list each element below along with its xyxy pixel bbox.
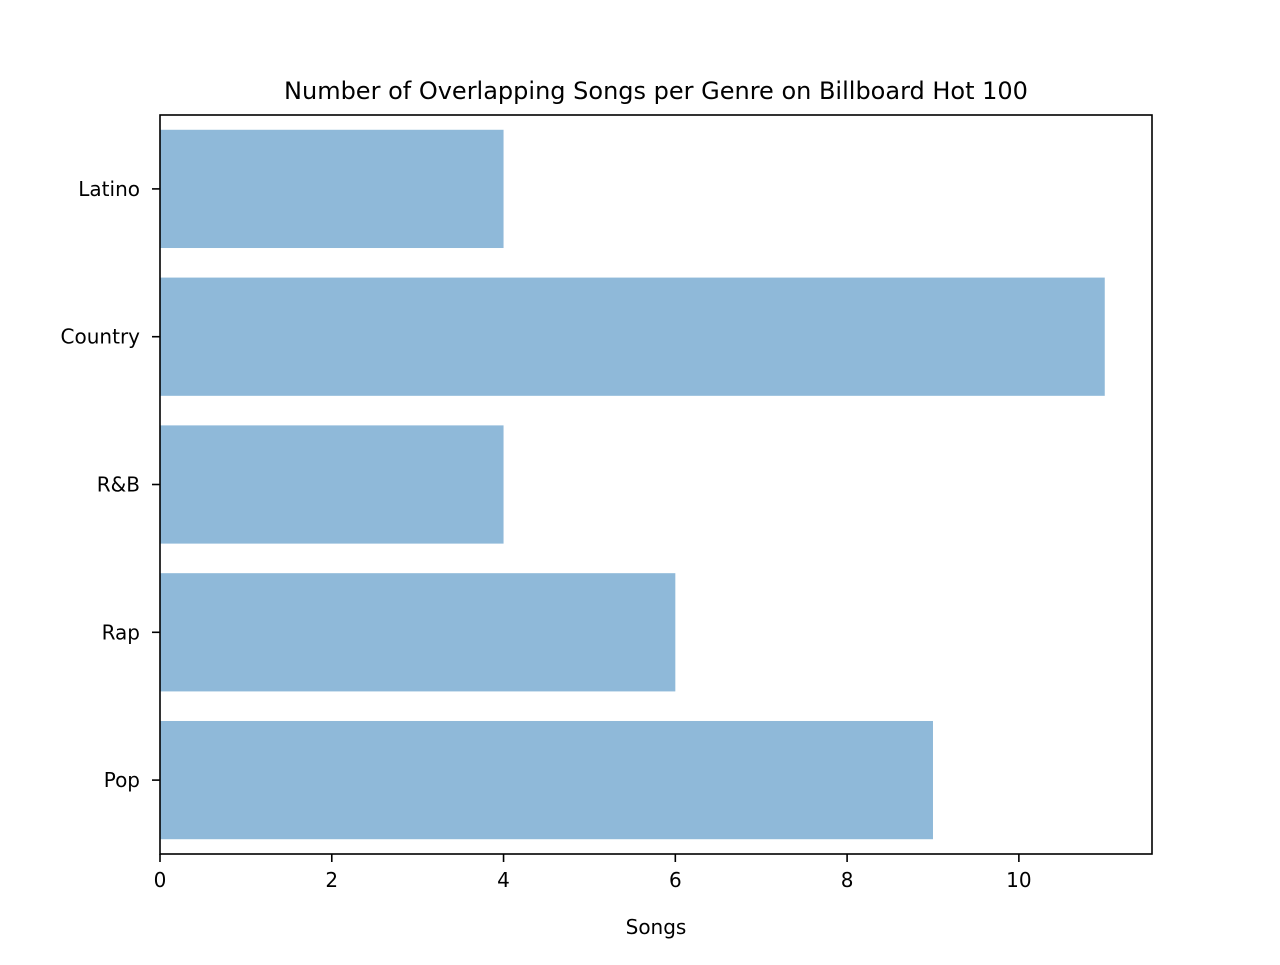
x-axis: 0 2 4 6 8 10 [154, 854, 1032, 892]
x-axis-label: Songs [626, 915, 687, 939]
bar-pop [160, 720, 933, 840]
y-tick-label: Country [61, 325, 141, 349]
x-tick-label: 0 [154, 868, 167, 892]
chart-title: Number of Overlapping Songs per Genre on… [284, 77, 1028, 105]
bar-latino [160, 129, 504, 249]
bar-rap [160, 573, 676, 692]
y-tick-label: R&B [97, 473, 140, 497]
y-tick-label: Latino [78, 177, 140, 201]
plot-area-frame [159, 114, 1153, 855]
bar-country [160, 277, 1105, 396]
y-tick-label: Rap [102, 620, 140, 644]
x-tick-label: 2 [325, 868, 338, 892]
y-axis: Pop Rap R&B Country Latino [61, 177, 160, 792]
x-tick-label: 10 [1006, 868, 1031, 892]
bar-r-b [160, 425, 504, 544]
x-tick-label: 6 [669, 868, 682, 892]
x-tick-label: 8 [841, 868, 854, 892]
x-tick-label: 4 [497, 868, 510, 892]
bars-layer [160, 129, 1105, 840]
y-tick-label: Pop [104, 768, 140, 792]
